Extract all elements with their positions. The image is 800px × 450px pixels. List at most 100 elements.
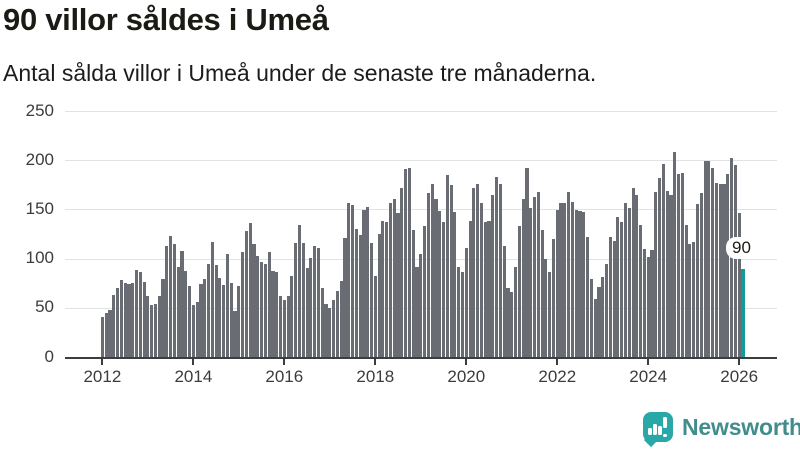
bar bbox=[680, 172, 684, 358]
bar bbox=[278, 296, 283, 358]
x-axis-tick bbox=[647, 358, 650, 365]
bar bbox=[726, 174, 730, 358]
bar bbox=[536, 192, 540, 358]
bar bbox=[438, 210, 442, 358]
bar bbox=[248, 222, 252, 358]
bar bbox=[620, 221, 624, 358]
bar bbox=[188, 285, 192, 358]
bar bbox=[229, 282, 233, 358]
bar bbox=[570, 202, 574, 358]
y-axis-label: 150 bbox=[25, 198, 54, 218]
bar bbox=[434, 199, 438, 358]
bar bbox=[324, 304, 328, 358]
bar bbox=[658, 178, 662, 358]
bar bbox=[639, 224, 643, 358]
bar bbox=[544, 259, 548, 358]
bar bbox=[369, 243, 374, 358]
bar bbox=[714, 183, 719, 358]
bar bbox=[335, 290, 339, 358]
bar bbox=[423, 225, 427, 358]
bar bbox=[476, 184, 480, 358]
bar bbox=[574, 209, 578, 358]
bar bbox=[449, 185, 453, 358]
bar bbox=[104, 313, 108, 358]
bar bbox=[498, 184, 502, 358]
bar bbox=[343, 238, 347, 358]
bar bbox=[654, 192, 658, 358]
bar bbox=[718, 184, 722, 358]
bar bbox=[191, 305, 195, 358]
bar bbox=[491, 195, 495, 358]
bar bbox=[150, 305, 154, 358]
y-axis-label: 200 bbox=[25, 149, 54, 169]
highlighted-bar bbox=[741, 268, 745, 358]
bar bbox=[286, 296, 290, 358]
bar bbox=[483, 221, 487, 358]
bar bbox=[195, 302, 199, 358]
bar bbox=[134, 269, 139, 358]
x-axis-label: 2022 bbox=[538, 367, 577, 386]
bar bbox=[513, 266, 518, 358]
bar bbox=[559, 203, 563, 358]
bar bbox=[142, 281, 146, 358]
bar bbox=[385, 221, 389, 358]
bar bbox=[225, 254, 230, 358]
bar bbox=[460, 271, 465, 358]
bar bbox=[138, 271, 142, 358]
x-axis-tick bbox=[374, 358, 377, 365]
bar bbox=[646, 257, 650, 358]
bar bbox=[711, 167, 715, 358]
bar bbox=[301, 243, 305, 358]
chart-title: 90 villor såldes i Umeå bbox=[3, 2, 329, 37]
bar bbox=[172, 244, 176, 358]
bar bbox=[707, 160, 711, 358]
bar bbox=[578, 210, 582, 358]
bar bbox=[430, 184, 434, 358]
bar bbox=[263, 264, 267, 358]
bar bbox=[521, 199, 525, 358]
bar bbox=[320, 287, 324, 358]
bar bbox=[358, 234, 362, 358]
bar bbox=[699, 193, 703, 358]
gridline bbox=[65, 111, 777, 112]
bar bbox=[631, 188, 635, 358]
bar bbox=[703, 160, 707, 358]
bar bbox=[695, 204, 700, 358]
bar bbox=[635, 195, 639, 358]
mini-bar-icon bbox=[648, 428, 652, 435]
bar bbox=[623, 203, 628, 358]
bar bbox=[589, 278, 593, 358]
x-axis-label: 2016 bbox=[265, 367, 304, 386]
bar bbox=[464, 248, 468, 358]
bar bbox=[517, 225, 521, 358]
x-axis-tick bbox=[465, 358, 468, 365]
bar bbox=[275, 271, 279, 358]
bar bbox=[222, 284, 226, 358]
bar bbox=[665, 191, 669, 358]
x-axis-label: 2026 bbox=[720, 367, 759, 386]
bar bbox=[100, 317, 104, 358]
bar bbox=[525, 167, 529, 358]
bar bbox=[271, 270, 275, 358]
bar bbox=[354, 228, 358, 358]
bar bbox=[661, 163, 665, 358]
gridline bbox=[65, 209, 777, 211]
bar bbox=[586, 237, 590, 358]
chart-subtitle: Antal sålda villor i Umeå under de senas… bbox=[3, 60, 597, 86]
bar bbox=[404, 168, 408, 358]
bar bbox=[366, 206, 370, 358]
bar bbox=[472, 188, 476, 358]
bar bbox=[548, 271, 552, 358]
bar bbox=[495, 177, 499, 358]
x-axis-label: 2012 bbox=[83, 367, 122, 386]
newsworthy-logo[interactable]: Newsworthy bbox=[643, 412, 800, 448]
x-axis-tick bbox=[738, 358, 741, 365]
x-axis-line bbox=[65, 356, 777, 359]
bar bbox=[282, 300, 286, 358]
mini-bar-icon bbox=[658, 426, 662, 435]
bar bbox=[400, 188, 404, 358]
bar bbox=[180, 251, 184, 358]
x-axis-tick bbox=[192, 358, 195, 365]
bar bbox=[377, 233, 381, 358]
